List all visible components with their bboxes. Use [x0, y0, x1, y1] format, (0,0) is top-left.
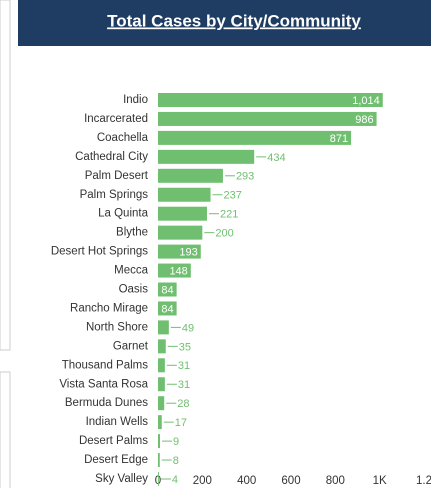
value-label: 31 [178, 379, 190, 391]
value-label: 871 [330, 133, 348, 145]
value-label: 237 [224, 190, 242, 202]
value-label: 986 [355, 114, 373, 126]
value-label: 1,014 [352, 95, 380, 107]
bar [158, 301, 177, 316]
bar [158, 130, 352, 145]
value-label: 9 [173, 436, 179, 448]
header [18, 0, 431, 46]
value-label: 28 [177, 398, 189, 410]
y-tick-label: Desert Palms [79, 435, 148, 447]
y-tick-label: Indio [123, 94, 148, 106]
bar [158, 263, 191, 278]
y-tick-label: Garnet [113, 340, 149, 352]
y-tick-label: Sky Valley [95, 473, 148, 485]
y-tick-label: Rancho Mirage [70, 302, 148, 314]
value-label: 148 [169, 265, 187, 277]
bar [158, 149, 255, 164]
x-tick-label: 400 [237, 475, 256, 487]
y-tick-label: North Shore [86, 321, 148, 333]
x-tick-label: 1.2 [416, 475, 431, 487]
value-label: 84 [161, 284, 173, 296]
value-label: 293 [236, 171, 254, 183]
y-tick-label: Coachella [97, 132, 149, 144]
bar [158, 225, 203, 240]
y-tick-label: Blythe [116, 227, 148, 239]
value-label: 35 [179, 341, 191, 353]
y-tick-label: Mecca [114, 265, 148, 277]
y-tick-label: Incarcerated [84, 113, 148, 125]
x-tick-label: 1K [373, 475, 387, 487]
value-label: 31 [178, 360, 190, 372]
panel-edge [0, 0, 11, 351]
bar [158, 320, 169, 335]
bar [158, 377, 165, 392]
y-tick-label: Thousand Palms [62, 359, 149, 371]
x-tick-label: 600 [281, 475, 300, 487]
y-tick-label: Oasis [119, 284, 149, 296]
value-label: 221 [220, 209, 238, 221]
bar [158, 282, 177, 297]
bar [158, 206, 207, 221]
value-label: 193 [179, 247, 197, 259]
value-label: 434 [267, 152, 285, 164]
bar [158, 339, 166, 354]
y-tick-label: Cathedral City [75, 151, 148, 163]
y-tick-label: Indian Wells [86, 416, 149, 428]
bar [158, 358, 165, 373]
panel-edge [0, 371, 11, 488]
value-label: 49 [182, 322, 194, 334]
bar [158, 472, 159, 486]
bar [158, 244, 201, 259]
y-tick-label: Desert Hot Springs [51, 246, 148, 258]
bar [158, 168, 223, 183]
y-tick-label: La Quinta [98, 208, 148, 220]
bar [158, 111, 377, 126]
chart-title: Total Cases by City/Community [107, 11, 361, 30]
bar [158, 396, 165, 411]
x-tick-label: 200 [193, 475, 212, 487]
bar [158, 453, 160, 468]
bar [158, 93, 383, 107]
bar [158, 187, 211, 202]
value-label: 200 [215, 228, 233, 240]
value-label: 4 [172, 474, 178, 486]
y-tick-label: Palm Springs [80, 189, 149, 201]
x-tick-label: 800 [326, 475, 345, 487]
value-label: 17 [175, 417, 187, 429]
y-tick-label: Desert Edge [84, 454, 148, 466]
value-label: 84 [161, 303, 173, 315]
y-tick-label: Bermuda Dunes [65, 397, 148, 409]
value-label: 8 [173, 455, 179, 467]
bar [158, 415, 162, 430]
bar [158, 434, 160, 449]
y-tick-label: Vista Santa Rosa [59, 378, 148, 390]
y-tick-label: Palm Desert [85, 170, 149, 182]
